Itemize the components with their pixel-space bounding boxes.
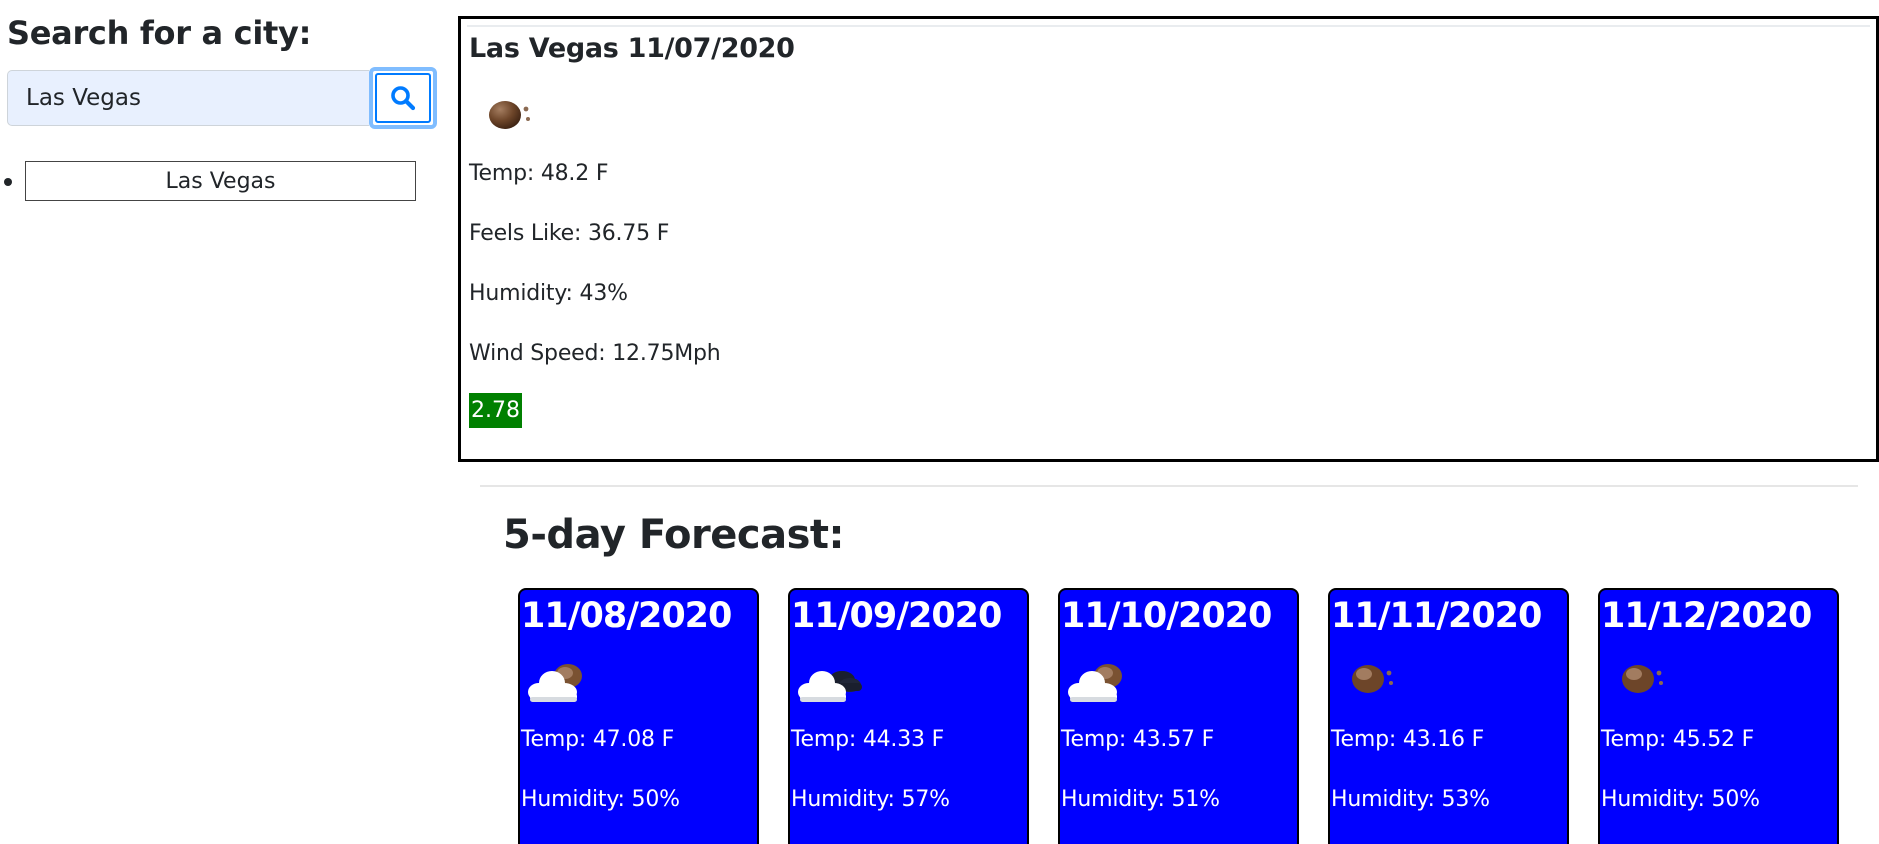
search-heading: Search for a city: [7, 14, 312, 52]
forecast-date: 11/09/2020 [791, 596, 1002, 636]
list-item: Las Vegas [0, 161, 416, 201]
moon-icon [1350, 659, 1396, 703]
forecast-humidity: Humidity: 53% [1331, 787, 1490, 812]
cloud-dark-icon [794, 659, 864, 709]
panel-divider [467, 25, 1870, 27]
uv-index-badge: 2.78 [469, 393, 522, 428]
forecast-temp: Temp: 43.16 F [1331, 727, 1485, 752]
list-bullet [4, 178, 12, 186]
forecast-date: 11/12/2020 [1601, 596, 1812, 636]
search-button-frame [375, 73, 431, 123]
forecast-humidity: Humidity: 50% [1601, 787, 1760, 812]
search-history-list: Las Vegas [0, 161, 416, 201]
forecast-date: 11/11/2020 [1331, 596, 1542, 636]
forecast-humidity: Humidity: 50% [521, 787, 680, 812]
current-city-date: Las Vegas 11/07/2020 [469, 33, 795, 64]
current-humidity: Humidity: 43% [469, 281, 628, 306]
search-icon [391, 86, 416, 111]
cloud-moon-icon [1064, 659, 1130, 709]
forecast-heading: 5-day Forecast: [503, 512, 845, 558]
forecast-temp: Temp: 47.08 F [521, 727, 675, 752]
forecast-card: 11/12/2020 Temp: 45.52 F Humidity: 50% [1598, 588, 1839, 844]
forecast-date: 11/10/2020 [1061, 596, 1272, 636]
forecast-date: 11/08/2020 [521, 596, 732, 636]
current-wind-speed: Wind Speed: 12.75Mph [469, 341, 721, 366]
forecast-temp: Temp: 43.57 F [1061, 727, 1215, 752]
forecast-card: 11/08/2020 Temp: 47.08 F Humidity: 50% [518, 588, 759, 844]
current-weather-panel: Las Vegas 11/07/2020 Temp: 48.2 F Feels … [458, 16, 1879, 462]
search-input[interactable] [7, 70, 369, 126]
search-button[interactable] [369, 67, 437, 129]
forecast-humidity: Humidity: 51% [1061, 787, 1220, 812]
forecast-temp: Temp: 45.52 F [1601, 727, 1755, 752]
moon-icon [1620, 659, 1666, 703]
current-temp: Temp: 48.2 F [469, 161, 609, 186]
forecast-humidity: Humidity: 57% [791, 787, 950, 812]
forecast-card: 11/09/2020 Temp: 44.33 F Humidity: 57% [788, 588, 1029, 844]
forecast-temp: Temp: 44.33 F [791, 727, 945, 752]
forecast-card: 11/10/2020 Temp: 43.57 F Humidity: 51% [1058, 588, 1299, 844]
moon-icon [487, 95, 533, 139]
current-feels-like: Feels Like: 36.75 F [469, 221, 670, 246]
cloud-moon-icon [524, 659, 590, 709]
forecast-card: 11/11/2020 Temp: 43.16 F Humidity: 53% [1328, 588, 1569, 844]
section-divider [480, 485, 1858, 487]
history-city-button[interactable]: Las Vegas [25, 161, 416, 201]
